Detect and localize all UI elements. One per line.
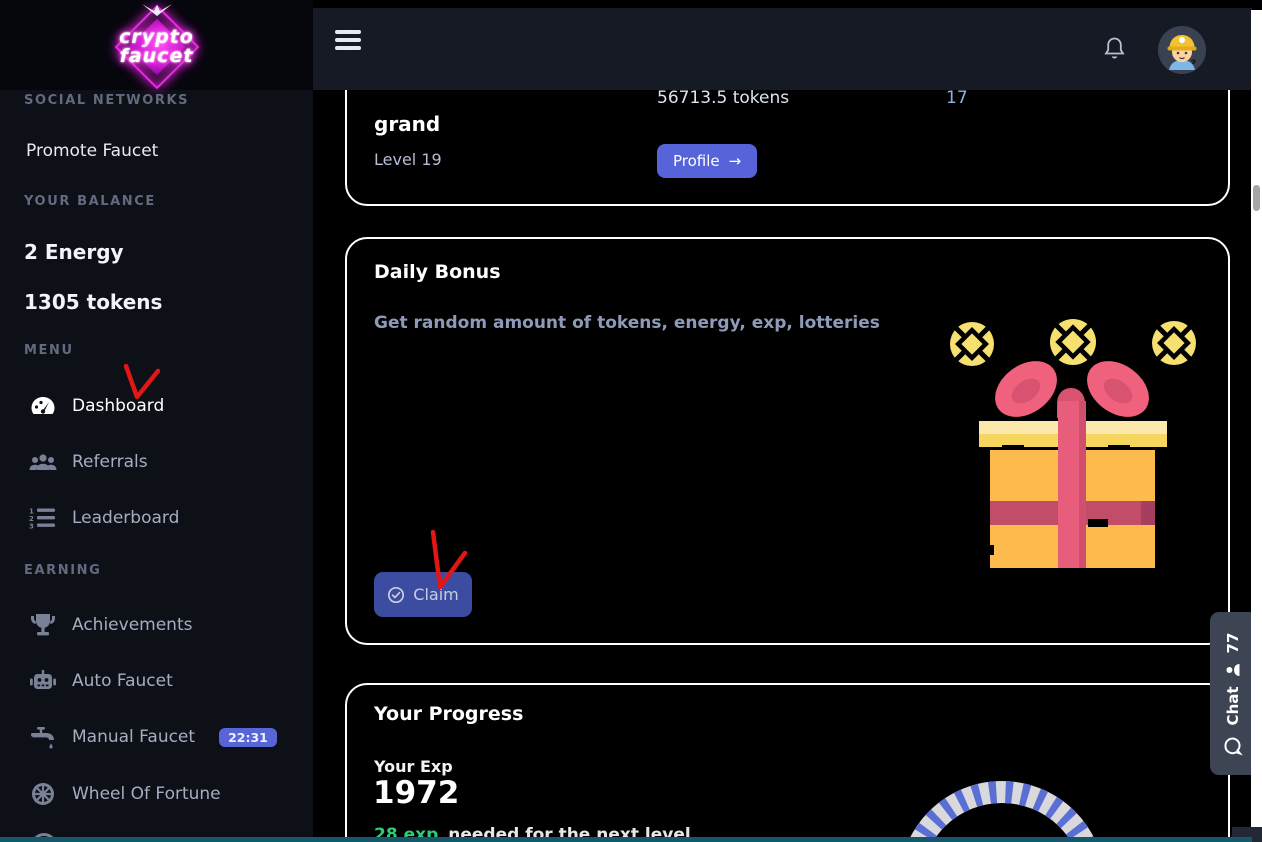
- sidebar-item-label: Auto Faucet: [72, 671, 173, 691]
- sidebar-item-auto-faucet[interactable]: Auto Faucet: [28, 665, 173, 697]
- window-bottom-edge: [0, 837, 1252, 842]
- sidebar-item-referrals[interactable]: Referrals: [28, 446, 148, 478]
- daily-bonus-title: Daily Bonus: [374, 261, 501, 283]
- profile-username: grand: [374, 112, 441, 136]
- gift-box-illustration: [950, 319, 1196, 568]
- logo-wings-icon: [141, 4, 172, 16]
- gauge-icon: [28, 394, 58, 418]
- profile-button-label: Profile: [673, 152, 720, 170]
- sidebar-item-dashboard[interactable]: Dashboard: [28, 390, 164, 422]
- profile-level: Level 19: [374, 150, 442, 169]
- bell-icon[interactable]: [1101, 34, 1128, 66]
- person-icon: [1226, 663, 1240, 676]
- sidebar-item-label: Dashboard: [72, 396, 165, 416]
- sidebar-item-label: Wheel Of Fortune: [72, 784, 221, 804]
- exp-value: 1972: [373, 775, 460, 811]
- sidebar-item-leaderboard[interactable]: 1 2 3 Leaderboard: [28, 502, 179, 534]
- arrow-right-icon: →: [728, 152, 742, 170]
- logo-area: crypto faucet: [0, 0, 313, 90]
- svg-text:1: 1: [29, 508, 34, 516]
- people-icon: [28, 450, 58, 474]
- sidebar-item-manual-faucet[interactable]: Manual Faucet 22:31: [28, 721, 277, 753]
- svg-text:2: 2: [29, 515, 34, 523]
- hamburger-icon[interactable]: [335, 30, 361, 52]
- check-circle-icon: [388, 586, 405, 603]
- sidebar-item-label: Achievements: [72, 615, 193, 635]
- miner-avatar[interactable]: ɂ: [1158, 26, 1206, 74]
- svg-text:ɂ: ɂ: [1191, 57, 1196, 66]
- claim-button-label: Claim: [413, 585, 459, 604]
- balance-energy: 2 Energy: [24, 240, 124, 264]
- logo-text: crypto faucet: [119, 26, 194, 67]
- balance-tokens: 1305 tokens: [24, 290, 163, 314]
- exp-progress-ring: [902, 781, 1102, 842]
- sidebar-item-label: Referrals: [72, 452, 148, 472]
- sidebar: crypto faucet SOCIAL NETWORKS Promote Fa…: [0, 0, 313, 842]
- sidebar-item-achievements[interactable]: Achievements: [28, 609, 192, 641]
- progress-title: Your Progress: [374, 703, 524, 725]
- crypto-faucet-logo[interactable]: crypto faucet: [87, 4, 227, 90]
- sidebar-item-wheel-of-fortune[interactable]: Wheel Of Fortune: [28, 778, 221, 810]
- scrollbar-track[interactable]: [1251, 10, 1262, 828]
- claim-button[interactable]: Claim: [374, 572, 472, 617]
- profile-energy-stat: 17: [946, 88, 968, 108]
- trophy-icon: [28, 612, 58, 638]
- profile-button[interactable]: Profile →: [657, 144, 758, 178]
- robot-icon: [28, 668, 58, 694]
- sidebar-item-label: Leaderboard: [72, 508, 180, 528]
- scrollbar-thumb[interactable]: [1253, 185, 1260, 211]
- chat-bubble-icon: [1224, 736, 1243, 755]
- chat-tab[interactable]: Chat 77: [1210, 612, 1256, 775]
- chat-online-count: 77: [1224, 632, 1242, 653]
- your-progress-card: Your Progress Your Exp 1972 28 exp needed…: [345, 683, 1230, 842]
- svg-text:3: 3: [29, 523, 34, 531]
- ship-wheel-icon: [28, 781, 58, 807]
- sidebar-header-menu: MENU: [24, 343, 74, 358]
- numbered-list-icon: 1 2 3: [28, 506, 58, 530]
- sidebar-item-label: Manual Faucet: [72, 727, 196, 747]
- coin-icon: [950, 319, 1196, 366]
- sidebar-item-promote-faucet[interactable]: Promote Faucet: [26, 141, 159, 161]
- profile-tokens-stat: 56713.5 tokens: [657, 88, 790, 108]
- sidebar-header-earning: EARNING: [24, 563, 102, 578]
- manual-faucet-timer-badge: 22:31: [219, 727, 277, 747]
- chat-tab-label: Chat: [1224, 685, 1242, 725]
- daily-bonus-card: Daily Bonus Get random amount of tokens,…: [345, 237, 1230, 645]
- exp-label: Your Exp: [374, 757, 453, 776]
- sidebar-header-balance: YOUR BALANCE: [24, 194, 156, 209]
- sidebar-header-social: SOCIAL NETWORKS: [24, 93, 190, 108]
- daily-bonus-subtitle: Get random amount of tokens, energy, exp…: [374, 313, 880, 333]
- topbar: ɂ: [313, 8, 1252, 90]
- faucet-icon: [28, 725, 58, 749]
